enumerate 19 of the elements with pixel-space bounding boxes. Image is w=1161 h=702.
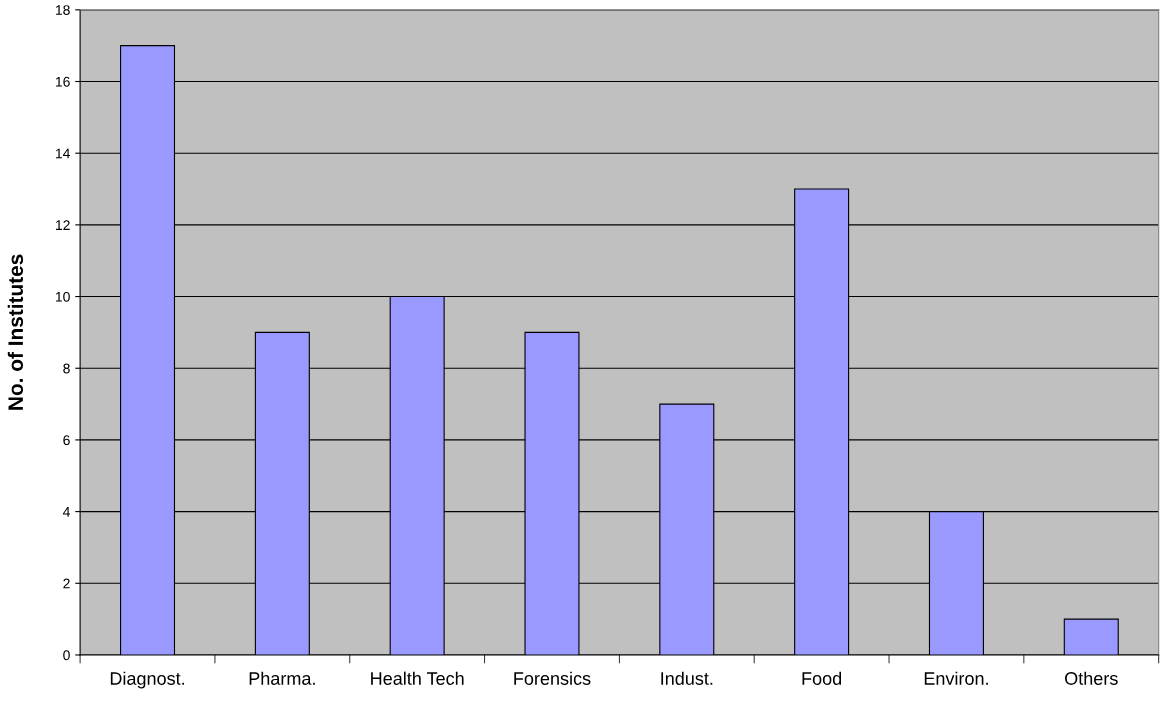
y-tick-label: 6 [63,435,70,446]
x-tick-label: Forensics [514,671,591,685]
y-tick-label: 10 [56,291,70,302]
x-tick-label: Others [1065,671,1118,685]
y-axis-title: No. of Institutes [7,254,24,410]
x-tick-label: Diagnost. [110,671,185,689]
y-tick-label: 4 [62,507,70,517]
x-tick-label: Environ. [924,671,988,685]
y-tick-label: 16 [56,76,70,87]
x-tick-label: Food [802,671,842,685]
y-tick-label: 2 [63,578,70,589]
y-tick-label: 8 [63,363,70,374]
y-tick-label: 14 [56,148,70,159]
y-tick-label: 18 [56,5,70,15]
x-tick-label: Indust. [661,671,713,685]
x-tick-label: Pharma. [249,671,315,685]
x-tick-label: Health Tech [371,671,464,685]
y-tick-label: 12 [56,220,70,230]
y-tick-label: 0 [63,650,70,661]
